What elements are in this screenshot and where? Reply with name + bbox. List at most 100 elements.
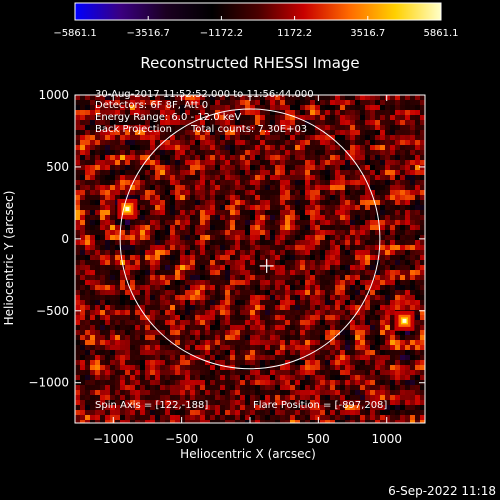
heatmap-pixel bbox=[300, 420, 305, 423]
heatmap-pixel bbox=[230, 345, 235, 350]
heatmap-pixel bbox=[275, 380, 280, 385]
heatmap-pixel bbox=[185, 175, 190, 180]
heatmap-pixel bbox=[235, 245, 240, 250]
heatmap-pixel bbox=[180, 120, 185, 125]
heatmap-pixel bbox=[380, 335, 385, 340]
heatmap-pixel bbox=[255, 405, 260, 410]
heatmap-pixel bbox=[335, 110, 340, 115]
heatmap-pixel bbox=[395, 300, 400, 305]
heatmap-pixel bbox=[280, 115, 285, 120]
heatmap-pixel bbox=[310, 320, 315, 325]
heatmap-pixel bbox=[315, 205, 320, 210]
heatmap-pixel bbox=[195, 380, 200, 385]
heatmap-pixel bbox=[420, 230, 425, 235]
heatmap-pixel bbox=[265, 105, 270, 110]
heatmap-pixel bbox=[295, 240, 300, 245]
heatmap-pixel bbox=[95, 265, 100, 270]
heatmap-pixel bbox=[155, 120, 160, 125]
heatmap-pixel bbox=[385, 120, 390, 125]
heatmap-pixel bbox=[380, 295, 385, 300]
heatmap-pixel bbox=[135, 275, 140, 280]
heatmap-pixel bbox=[380, 300, 385, 305]
heatmap-pixel bbox=[335, 245, 340, 250]
heatmap-pixel bbox=[375, 115, 380, 120]
heatmap-pixel bbox=[80, 195, 85, 200]
heatmap-pixel bbox=[240, 240, 245, 245]
heatmap-pixel bbox=[135, 210, 140, 215]
heatmap-pixel bbox=[255, 320, 260, 325]
heatmap-pixel bbox=[295, 285, 300, 290]
heatmap-pixel bbox=[260, 190, 265, 195]
heatmap-pixel bbox=[385, 390, 390, 395]
heatmap-pixel bbox=[370, 410, 375, 415]
heatmap-pixel bbox=[260, 295, 265, 300]
heatmap-pixel bbox=[150, 305, 155, 310]
heatmap-pixel bbox=[90, 180, 95, 185]
heatmap-pixel bbox=[410, 380, 415, 385]
heatmap-pixel bbox=[230, 110, 235, 115]
heatmap-pixel bbox=[280, 350, 285, 355]
heatmap-pixel bbox=[280, 410, 285, 415]
heatmap-pixel bbox=[180, 110, 185, 115]
heatmap-pixel bbox=[270, 115, 275, 120]
heatmap-pixel bbox=[315, 185, 320, 190]
heatmap-pixel bbox=[180, 105, 185, 110]
heatmap-pixel bbox=[335, 210, 340, 215]
heatmap-pixel bbox=[140, 95, 145, 100]
heatmap-pixel bbox=[190, 135, 195, 140]
heatmap-pixel bbox=[295, 110, 300, 115]
heatmap-pixel bbox=[335, 310, 340, 315]
heatmap-pixel bbox=[90, 380, 95, 385]
heatmap-pixel bbox=[305, 410, 310, 415]
heatmap-pixel bbox=[380, 280, 385, 285]
heatmap-pixel bbox=[355, 150, 360, 155]
heatmap-pixel bbox=[370, 395, 375, 400]
heatmap-pixel bbox=[380, 375, 385, 380]
heatmap-pixel bbox=[245, 135, 250, 140]
heatmap-pixel bbox=[275, 410, 280, 415]
heatmap-pixel bbox=[125, 295, 130, 300]
heatmap-pixel bbox=[160, 265, 165, 270]
heatmap-pixel bbox=[420, 225, 425, 230]
heatmap-pixel bbox=[325, 170, 330, 175]
heatmap-pixel bbox=[105, 190, 110, 195]
heatmap-pixel bbox=[130, 235, 135, 240]
heatmap-pixel bbox=[385, 315, 390, 320]
heatmap-pixel bbox=[75, 330, 80, 335]
heatmap-pixel bbox=[290, 115, 295, 120]
heatmap-pixel bbox=[330, 325, 335, 330]
heatmap-pixel bbox=[350, 355, 355, 360]
heatmap-pixel bbox=[285, 255, 290, 260]
heatmap-pixel bbox=[370, 210, 375, 215]
heatmap-pixel bbox=[90, 375, 95, 380]
heatmap-pixel bbox=[410, 195, 415, 200]
heatmap-pixel bbox=[95, 125, 100, 130]
heatmap-pixel bbox=[205, 335, 210, 340]
heatmap-pixel bbox=[360, 285, 365, 290]
heatmap-pixel bbox=[300, 390, 305, 395]
heatmap-pixel bbox=[400, 160, 405, 165]
heatmap-pixel bbox=[385, 165, 390, 170]
heatmap-pixel bbox=[290, 185, 295, 190]
heatmap-pixel bbox=[155, 305, 160, 310]
heatmap-pixel bbox=[255, 260, 260, 265]
heatmap-pixel bbox=[190, 370, 195, 375]
heatmap-pixel bbox=[95, 345, 100, 350]
heatmap-pixel bbox=[145, 135, 150, 140]
heatmap-pixel bbox=[95, 165, 100, 170]
heatmap-pixel bbox=[275, 290, 280, 295]
heatmap-pixel bbox=[390, 140, 395, 145]
heatmap-pixel bbox=[260, 340, 265, 345]
heatmap-pixel bbox=[225, 165, 230, 170]
heatmap-pixel bbox=[105, 325, 110, 330]
heatmap-pixel bbox=[75, 105, 80, 110]
heatmap-pixel bbox=[265, 200, 270, 205]
heatmap-pixel bbox=[340, 125, 345, 130]
heatmap-pixel bbox=[340, 305, 345, 310]
heatmap-pixel bbox=[400, 100, 405, 105]
heatmap-pixel bbox=[180, 380, 185, 385]
heatmap-pixel bbox=[285, 370, 290, 375]
heatmap-pixel bbox=[305, 110, 310, 115]
heatmap-pixel bbox=[300, 115, 305, 120]
heatmap-pixel bbox=[360, 300, 365, 305]
